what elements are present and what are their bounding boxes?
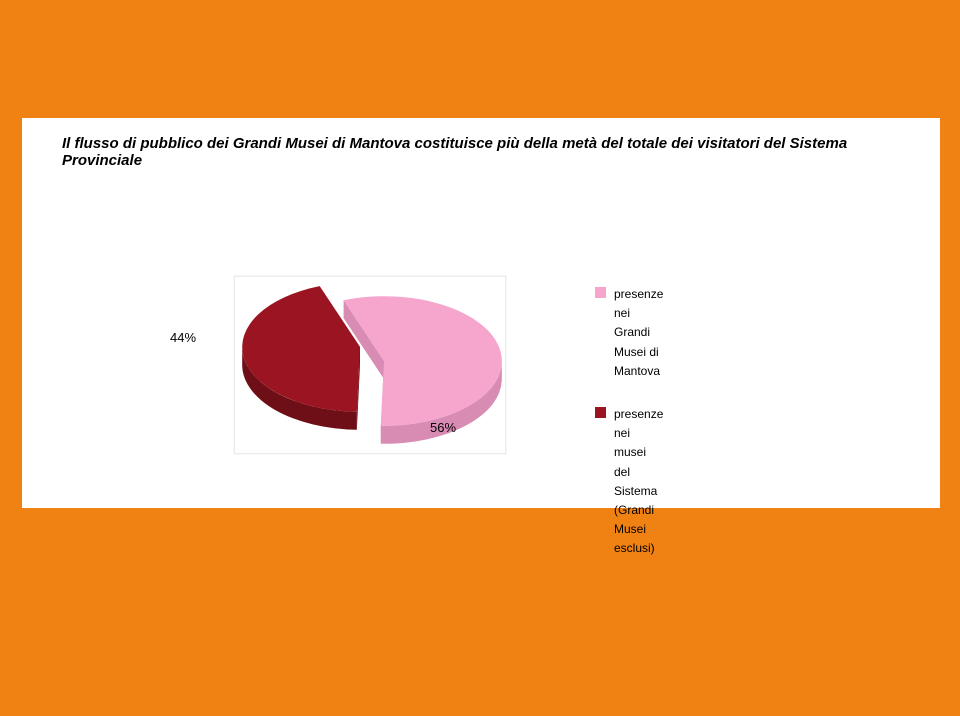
pie-chart <box>215 245 525 485</box>
pct-label-44: 44% <box>170 330 196 345</box>
legend-swatch-grandi <box>595 287 606 298</box>
chart-title: Il flusso di pubblico dei Grandi Musei d… <box>62 135 882 169</box>
legend-swatch-sistema <box>595 407 606 418</box>
legend-item-grandi: presenze nei Grandi Musei di Mantova <box>595 285 663 381</box>
legend-text-grandi: presenze nei Grandi Musei di Mantova <box>614 285 663 381</box>
pct-label-56: 56% <box>430 420 456 435</box>
legend-item-sistema: presenze nei musei del Sistema (Grandi M… <box>595 405 663 559</box>
legend-text-sistema: presenze nei musei del Sistema (Grandi M… <box>614 405 663 559</box>
page: Il flusso di pubblico dei Grandi Musei d… <box>0 0 960 716</box>
